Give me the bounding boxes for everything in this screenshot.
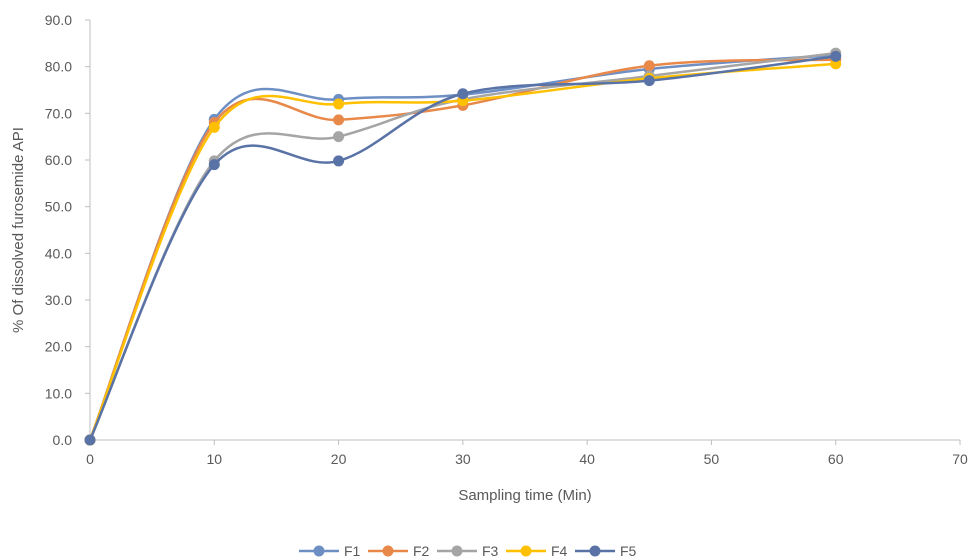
series-line-f2 xyxy=(88,58,837,442)
legend-item-f1: F1 xyxy=(299,543,361,558)
y-axis-ticks: 0.0 10.0 20.0 30.0 40.0 50.0 60.0 70.0 80.0 90.0 xyxy=(45,12,90,448)
y-tick-label: 10.0 xyxy=(45,385,72,401)
series-line-f5 xyxy=(88,55,837,442)
y-tick-label: 40.0 xyxy=(45,245,72,261)
legend-label: F2 xyxy=(413,543,430,558)
legend-item-f2: F2 xyxy=(368,543,430,558)
legend-label: F5 xyxy=(620,543,637,558)
y-axis-title: % Of dissolved furosemide API xyxy=(10,127,27,333)
data-point xyxy=(333,114,345,126)
x-axis-ticks: 0 10 20 30 40 50 60 70 xyxy=(86,440,968,467)
data-point xyxy=(333,131,345,143)
legend-marker xyxy=(451,545,463,557)
x-tick-label: 70 xyxy=(952,451,968,467)
data-point xyxy=(84,434,96,446)
legend-marker xyxy=(520,545,532,557)
y-tick-label: 0.0 xyxy=(53,432,73,448)
x-axis-title: Sampling time (Min) xyxy=(458,487,591,504)
data-point xyxy=(333,98,345,110)
series-line-f1 xyxy=(88,53,837,442)
x-tick-label: 50 xyxy=(704,451,720,467)
legend-marker xyxy=(382,545,394,557)
data-point xyxy=(830,50,842,62)
legend-label: F3 xyxy=(482,543,499,558)
legend-item-f3: F3 xyxy=(437,543,499,558)
x-tick-label: 40 xyxy=(579,451,595,467)
x-tick-label: 20 xyxy=(331,451,347,467)
data-point xyxy=(208,159,220,171)
legend: F1 F2 F3 F4 F5 xyxy=(299,543,637,558)
legend-item-f4: F4 xyxy=(506,543,568,558)
legend-label: F1 xyxy=(344,543,361,558)
legend-label: F4 xyxy=(551,543,568,558)
y-tick-label: 90.0 xyxy=(45,12,72,28)
data-point xyxy=(457,88,469,100)
y-tick-label: 70.0 xyxy=(45,105,72,121)
series-f2 xyxy=(84,54,842,446)
series-f5 xyxy=(84,50,842,446)
data-point xyxy=(643,60,655,72)
y-tick-label: 30.0 xyxy=(45,292,72,308)
series-f4 xyxy=(84,58,842,446)
legend-item-f5: F5 xyxy=(575,543,637,558)
legend-marker xyxy=(589,545,601,557)
data-point xyxy=(208,121,220,133)
y-tick-label: 60.0 xyxy=(45,152,72,168)
y-tick-label: 20.0 xyxy=(45,339,72,355)
x-tick-label: 60 xyxy=(828,451,844,467)
data-point xyxy=(643,75,655,87)
series-layer xyxy=(84,47,842,446)
x-tick-label: 30 xyxy=(455,451,471,467)
x-tick-label: 0 xyxy=(86,451,94,467)
y-tick-label: 80.0 xyxy=(45,59,72,75)
data-point xyxy=(333,155,345,167)
series-line-f4 xyxy=(88,62,837,442)
axes xyxy=(89,20,960,441)
series-line-f3 xyxy=(88,51,837,442)
x-tick-label: 10 xyxy=(206,451,222,467)
legend-marker xyxy=(313,545,325,557)
y-tick-label: 50.0 xyxy=(45,199,72,215)
